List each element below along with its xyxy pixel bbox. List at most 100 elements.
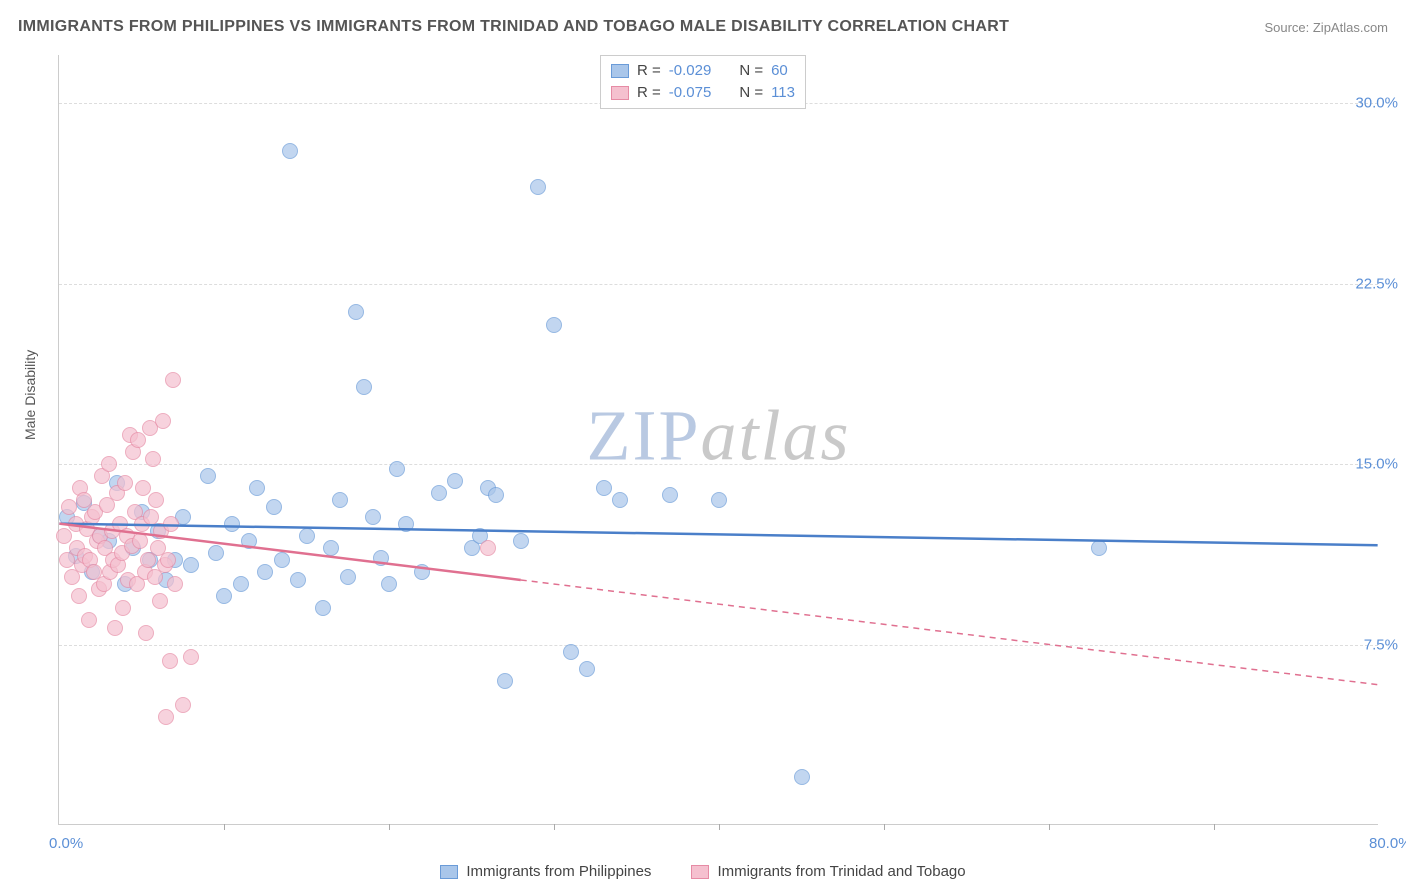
data-point [148, 492, 164, 508]
data-point [546, 317, 562, 333]
correlation-legend: R = -0.029 N = 60 R = -0.075 N = 113 [600, 55, 806, 109]
x-tick-label: 80.0% [1369, 835, 1406, 852]
data-point [356, 379, 372, 395]
data-point [117, 475, 133, 491]
n-label: N = [739, 60, 763, 82]
data-point [61, 499, 77, 515]
data-point [143, 509, 159, 525]
data-point [152, 593, 168, 609]
data-point [398, 516, 414, 532]
data-point [81, 612, 97, 628]
data-point [155, 413, 171, 429]
trend-lines [59, 55, 1378, 824]
y-tick-label: 15.0% [1355, 456, 1398, 473]
data-point [530, 179, 546, 195]
data-point [135, 480, 151, 496]
data-point [249, 480, 265, 496]
r-value: -0.075 [669, 82, 712, 104]
data-point [662, 487, 678, 503]
y-tick-label: 30.0% [1355, 95, 1398, 112]
n-label: N = [739, 82, 763, 104]
n-value: 113 [771, 82, 795, 104]
data-point [579, 661, 595, 677]
data-point [115, 600, 131, 616]
x-tick-mark [389, 824, 390, 830]
data-point [414, 564, 430, 580]
legend-item: Immigrants from Philippines [440, 863, 651, 880]
data-point [165, 372, 181, 388]
legend-swatch [611, 64, 629, 78]
grid-line [59, 284, 1378, 285]
data-point [132, 533, 148, 549]
x-tick-mark [224, 824, 225, 830]
grid-line [59, 464, 1378, 465]
r-value: -0.029 [669, 60, 712, 82]
source-attribution: Source: ZipAtlas.com [1264, 20, 1388, 35]
data-point [381, 576, 397, 592]
r-label: R = [637, 82, 661, 104]
r-label: R = [637, 60, 661, 82]
data-point [596, 480, 612, 496]
data-point [71, 588, 87, 604]
data-point [365, 509, 381, 525]
data-point [1091, 540, 1107, 556]
data-point [431, 485, 447, 501]
data-point [145, 451, 161, 467]
data-point [612, 492, 628, 508]
data-point [130, 432, 146, 448]
x-tick-mark [884, 824, 885, 830]
data-point [497, 673, 513, 689]
data-point [332, 492, 348, 508]
data-point [488, 487, 504, 503]
legend-row: R = -0.029 N = 60 [611, 60, 795, 82]
data-point [266, 499, 282, 515]
data-point [183, 649, 199, 665]
data-point [241, 533, 257, 549]
data-point [299, 528, 315, 544]
data-point [233, 576, 249, 592]
plot-area: ZIPatlas 0.0%80.0% [58, 55, 1378, 825]
data-point [107, 620, 123, 636]
data-point [480, 540, 496, 556]
data-point [162, 653, 178, 669]
data-point [711, 492, 727, 508]
data-point [200, 468, 216, 484]
data-point [563, 644, 579, 660]
n-value: 60 [771, 60, 788, 82]
data-point [447, 473, 463, 489]
data-point [274, 552, 290, 568]
x-tick-mark [554, 824, 555, 830]
data-point [208, 545, 224, 561]
x-tick-mark [719, 824, 720, 830]
x-tick-mark [1214, 824, 1215, 830]
x-tick-label: 0.0% [49, 835, 83, 852]
legend-swatch [691, 865, 709, 879]
data-point [138, 625, 154, 641]
y-tick-label: 7.5% [1364, 636, 1398, 653]
y-axis-label: Male Disability [22, 350, 38, 440]
data-point [290, 572, 306, 588]
data-point [513, 533, 529, 549]
data-point [101, 456, 117, 472]
legend-row: R = -0.075 N = 113 [611, 82, 795, 104]
data-point [158, 709, 174, 725]
series-name: Immigrants from Philippines [466, 863, 651, 880]
data-point [282, 143, 298, 159]
data-point [167, 576, 183, 592]
chart-title: IMMIGRANTS FROM PHILIPPINES VS IMMIGRANT… [18, 18, 1009, 36]
data-point [373, 550, 389, 566]
data-point [389, 461, 405, 477]
data-point [175, 697, 191, 713]
legend-swatch [440, 865, 458, 879]
data-point [315, 600, 331, 616]
watermark-atlas: atlas [700, 395, 850, 475]
data-point [56, 528, 72, 544]
data-point [163, 516, 179, 532]
data-point [348, 304, 364, 320]
x-tick-mark [1049, 824, 1050, 830]
data-point [216, 588, 232, 604]
series-name: Immigrants from Trinidad and Tobago [717, 863, 965, 880]
data-point [794, 769, 810, 785]
data-point [323, 540, 339, 556]
data-point [257, 564, 273, 580]
